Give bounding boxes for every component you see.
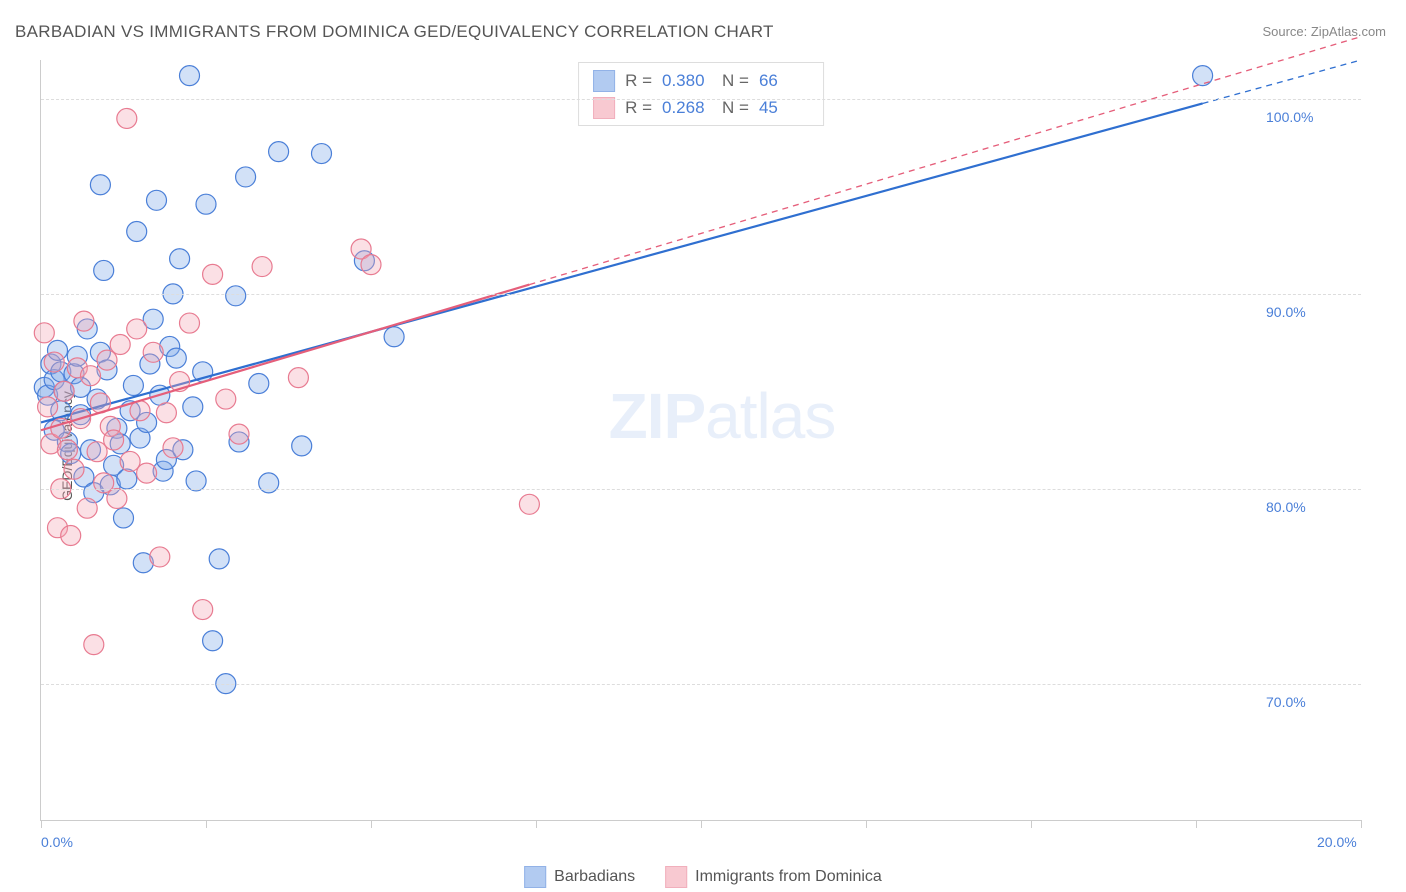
scatter-point: [292, 436, 312, 456]
stat-r-value: 0.380: [662, 67, 712, 94]
scatter-point: [117, 469, 137, 489]
scatter-point: [209, 549, 229, 569]
scatter-point: [84, 635, 104, 655]
scatter-point: [156, 403, 176, 423]
scatter-point: [34, 323, 54, 343]
scatter-point: [203, 264, 223, 284]
x-tick: [41, 820, 42, 828]
scatter-point: [123, 375, 143, 395]
trend-line: [41, 103, 1203, 422]
scatter-point: [229, 424, 249, 444]
legend-swatch: [665, 866, 687, 888]
stats-legend-box: R =0.380N =66R =0.268N =45: [578, 62, 824, 126]
x-tick: [866, 820, 867, 828]
x-tick: [536, 820, 537, 828]
legend-label: Barbadians: [554, 868, 635, 886]
scatter-point: [81, 366, 101, 386]
scatter-point: [74, 311, 94, 331]
scatter-point: [143, 342, 163, 362]
scatter-point: [216, 389, 236, 409]
scatter-point: [114, 508, 134, 528]
scatter-point: [166, 348, 186, 368]
x-tick: [206, 820, 207, 828]
scatter-point: [104, 430, 124, 450]
x-tick: [371, 820, 372, 828]
scatter-point: [147, 190, 167, 210]
scatter-point: [64, 459, 84, 479]
x-tick-label: 20.0%: [1317, 834, 1357, 850]
scatter-point: [44, 352, 64, 372]
scatter-point: [117, 108, 137, 128]
scatter-point: [180, 66, 200, 86]
scatter-point: [269, 142, 289, 162]
legend-item: Immigrants from Dominica: [665, 866, 882, 888]
y-tick-label: 80.0%: [1266, 499, 1306, 515]
bottom-legend: Barbadians Immigrants from Dominica: [524, 866, 882, 888]
scatter-point: [1193, 66, 1213, 86]
legend-swatch: [593, 97, 615, 119]
scatter-point: [196, 194, 216, 214]
plot-area: ZIPatlas R =0.380N =66R =0.268N =45 70.0…: [40, 60, 1361, 821]
y-tick-label: 90.0%: [1266, 304, 1306, 320]
scatter-point: [94, 260, 114, 280]
scatter-point: [183, 397, 203, 417]
scatter-point: [77, 498, 97, 518]
stat-r-label: R =: [625, 67, 652, 94]
y-tick-label: 70.0%: [1266, 694, 1306, 710]
scatter-point: [193, 600, 213, 620]
scatter-point: [312, 144, 332, 164]
scatter-point: [107, 488, 127, 508]
scatter-point: [137, 463, 157, 483]
scatter-point: [226, 286, 246, 306]
scatter-point: [288, 368, 308, 388]
scatter-point: [259, 473, 279, 493]
x-tick: [701, 820, 702, 828]
legend-swatch: [593, 70, 615, 92]
x-tick: [1031, 820, 1032, 828]
scatter-point: [54, 381, 74, 401]
stats-row: R = 0.380 N = 66: [593, 67, 809, 94]
scatter-point: [384, 327, 404, 347]
x-tick: [1196, 820, 1197, 828]
stat-n-value: 66: [759, 67, 809, 94]
scatter-point: [150, 547, 170, 567]
chart-container: BARBADIAN VS IMMIGRANTS FROM DOMINICA GE…: [0, 0, 1406, 892]
scatter-point: [127, 221, 147, 241]
trend-line-extrapolated: [1203, 60, 1361, 103]
scatter-point: [519, 494, 539, 514]
gridline: [41, 684, 1361, 685]
chart-svg: [41, 60, 1361, 820]
scatter-point: [236, 167, 256, 187]
scatter-point: [57, 440, 77, 460]
chart-title: BARBADIAN VS IMMIGRANTS FROM DOMINICA GE…: [15, 22, 774, 42]
scatter-point: [163, 438, 183, 458]
gridline: [41, 294, 1361, 295]
scatter-point: [127, 319, 147, 339]
scatter-point: [252, 257, 272, 277]
scatter-point: [90, 175, 110, 195]
scatter-point: [361, 255, 381, 275]
scatter-point: [110, 335, 130, 355]
scatter-point: [170, 249, 190, 269]
scatter-point: [61, 525, 81, 545]
scatter-point: [38, 397, 58, 417]
gridline: [41, 99, 1361, 100]
scatter-point: [180, 313, 200, 333]
x-tick-label: 0.0%: [41, 834, 73, 850]
source-label: Source: ZipAtlas.com: [1262, 24, 1386, 39]
gridline: [41, 489, 1361, 490]
scatter-point: [249, 373, 269, 393]
legend-item: Barbadians: [524, 866, 635, 888]
y-tick-label: 100.0%: [1266, 109, 1313, 125]
legend-swatch: [524, 866, 546, 888]
x-tick: [1361, 820, 1362, 828]
scatter-point: [203, 631, 223, 651]
legend-label: Immigrants from Dominica: [695, 868, 882, 886]
stat-n-label: N =: [722, 67, 749, 94]
